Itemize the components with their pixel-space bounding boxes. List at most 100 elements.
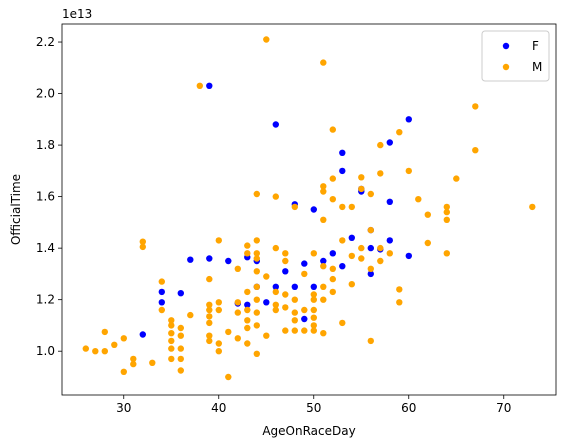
point-M-60 (253, 322, 260, 329)
point-M-52 (253, 190, 260, 198)
y-tick-label: 1.8 (36, 138, 55, 152)
point-M-87 (310, 314, 317, 321)
point-M-37 (215, 340, 222, 347)
point-M-22 (177, 345, 184, 352)
x-tick-label: 40 (211, 401, 226, 415)
point-M-102 (329, 275, 336, 283)
point-M-124 (396, 286, 403, 293)
point-M-40 (225, 373, 232, 381)
point-M-104 (339, 203, 346, 211)
y-tick-label: 1.6 (36, 190, 55, 204)
point-F-5 (206, 255, 213, 262)
y-axis: 1.0 1.2 1.4 1.6 1.8 2.0 2.2 (36, 35, 62, 358)
legend-marker-M (502, 63, 510, 71)
point-M-8 (130, 360, 137, 368)
point-M-38 (215, 348, 222, 355)
point-M-50 (244, 324, 251, 332)
point-M-113 (358, 255, 365, 262)
point-M-36 (215, 306, 222, 314)
point-M-10 (139, 243, 146, 251)
point-M-95 (320, 283, 327, 290)
point-M-67 (272, 288, 279, 296)
y-offset-text: 1e13 (62, 7, 92, 21)
point-M-123 (396, 129, 403, 136)
point-M-11 (149, 359, 156, 366)
point-M-59 (253, 309, 260, 316)
point-F-17 (291, 283, 298, 290)
point-M-76 (291, 296, 298, 303)
point-M-65 (272, 193, 279, 200)
x-tick-label: 70 (496, 401, 511, 415)
point-M-93 (320, 216, 327, 223)
point-M-39 (225, 328, 232, 336)
y-tick-label: 1.0 (36, 344, 55, 358)
point-M-17 (168, 337, 175, 345)
point-M-1 (92, 348, 99, 355)
point-M-15 (168, 322, 175, 329)
point-F-37 (386, 237, 393, 244)
point-M-71 (282, 257, 289, 265)
point-M-94 (320, 263, 327, 270)
point-M-96 (320, 296, 327, 303)
point-F-38 (405, 116, 412, 123)
point-M-43 (234, 309, 241, 316)
point-F-36 (386, 198, 393, 205)
point-F-2 (158, 299, 165, 306)
point-M-85 (310, 296, 317, 303)
y-tick-label: 1.4 (36, 241, 55, 255)
point-M-41 (234, 265, 241, 272)
point-M-56 (253, 268, 260, 275)
point-M-92 (320, 188, 327, 195)
point-M-120 (377, 244, 384, 252)
point-M-19 (168, 355, 175, 363)
y-tick-label: 2.0 (36, 87, 55, 101)
point-M-51 (244, 340, 251, 347)
point-M-109 (348, 281, 355, 288)
point-M-64 (263, 332, 270, 339)
point-M-14 (168, 317, 175, 324)
point-M-72 (282, 291, 289, 298)
point-M-5 (120, 368, 128, 375)
point-M-44 (234, 335, 241, 342)
point-M-70 (282, 250, 289, 257)
point-M-131 (443, 208, 450, 216)
point-M-90 (320, 59, 327, 66)
x-axis-label: AgeOnRaceDay (262, 424, 355, 438)
point-M-20 (177, 324, 184, 332)
legend-marker-F (502, 42, 510, 50)
point-M-125 (396, 299, 403, 306)
point-F-15 (272, 283, 279, 290)
point-M-110 (358, 174, 365, 181)
point-F-35 (386, 139, 393, 146)
point-M-6 (120, 335, 128, 342)
point-M-48 (244, 306, 251, 314)
point-M-127 (415, 196, 422, 203)
point-M-16 (168, 330, 175, 337)
point-M-30 (206, 313, 213, 320)
point-F-6 (206, 82, 213, 90)
point-M-122 (386, 250, 393, 257)
point-M-129 (424, 239, 431, 247)
point-M-100 (329, 196, 336, 203)
point-M-105 (339, 237, 346, 244)
point-M-130 (443, 203, 450, 211)
point-M-18 (168, 345, 175, 352)
point-M-79 (291, 327, 298, 334)
point-M-108 (348, 252, 355, 260)
point-F-32 (367, 244, 374, 252)
point-F-16 (282, 268, 289, 275)
point-F-13 (263, 299, 270, 306)
point-M-116 (367, 265, 374, 272)
point-M-21 (177, 332, 184, 339)
point-M-112 (358, 244, 365, 252)
y-tick-label: 2.2 (36, 35, 55, 49)
point-F-24 (329, 250, 336, 257)
point-M-57 (253, 283, 260, 290)
point-M-74 (282, 327, 289, 334)
point-M-66 (272, 244, 279, 252)
legend: FM (481, 30, 550, 82)
point-M-114 (367, 190, 374, 198)
x-tick-label: 30 (116, 401, 131, 415)
point-M-27 (206, 275, 213, 283)
